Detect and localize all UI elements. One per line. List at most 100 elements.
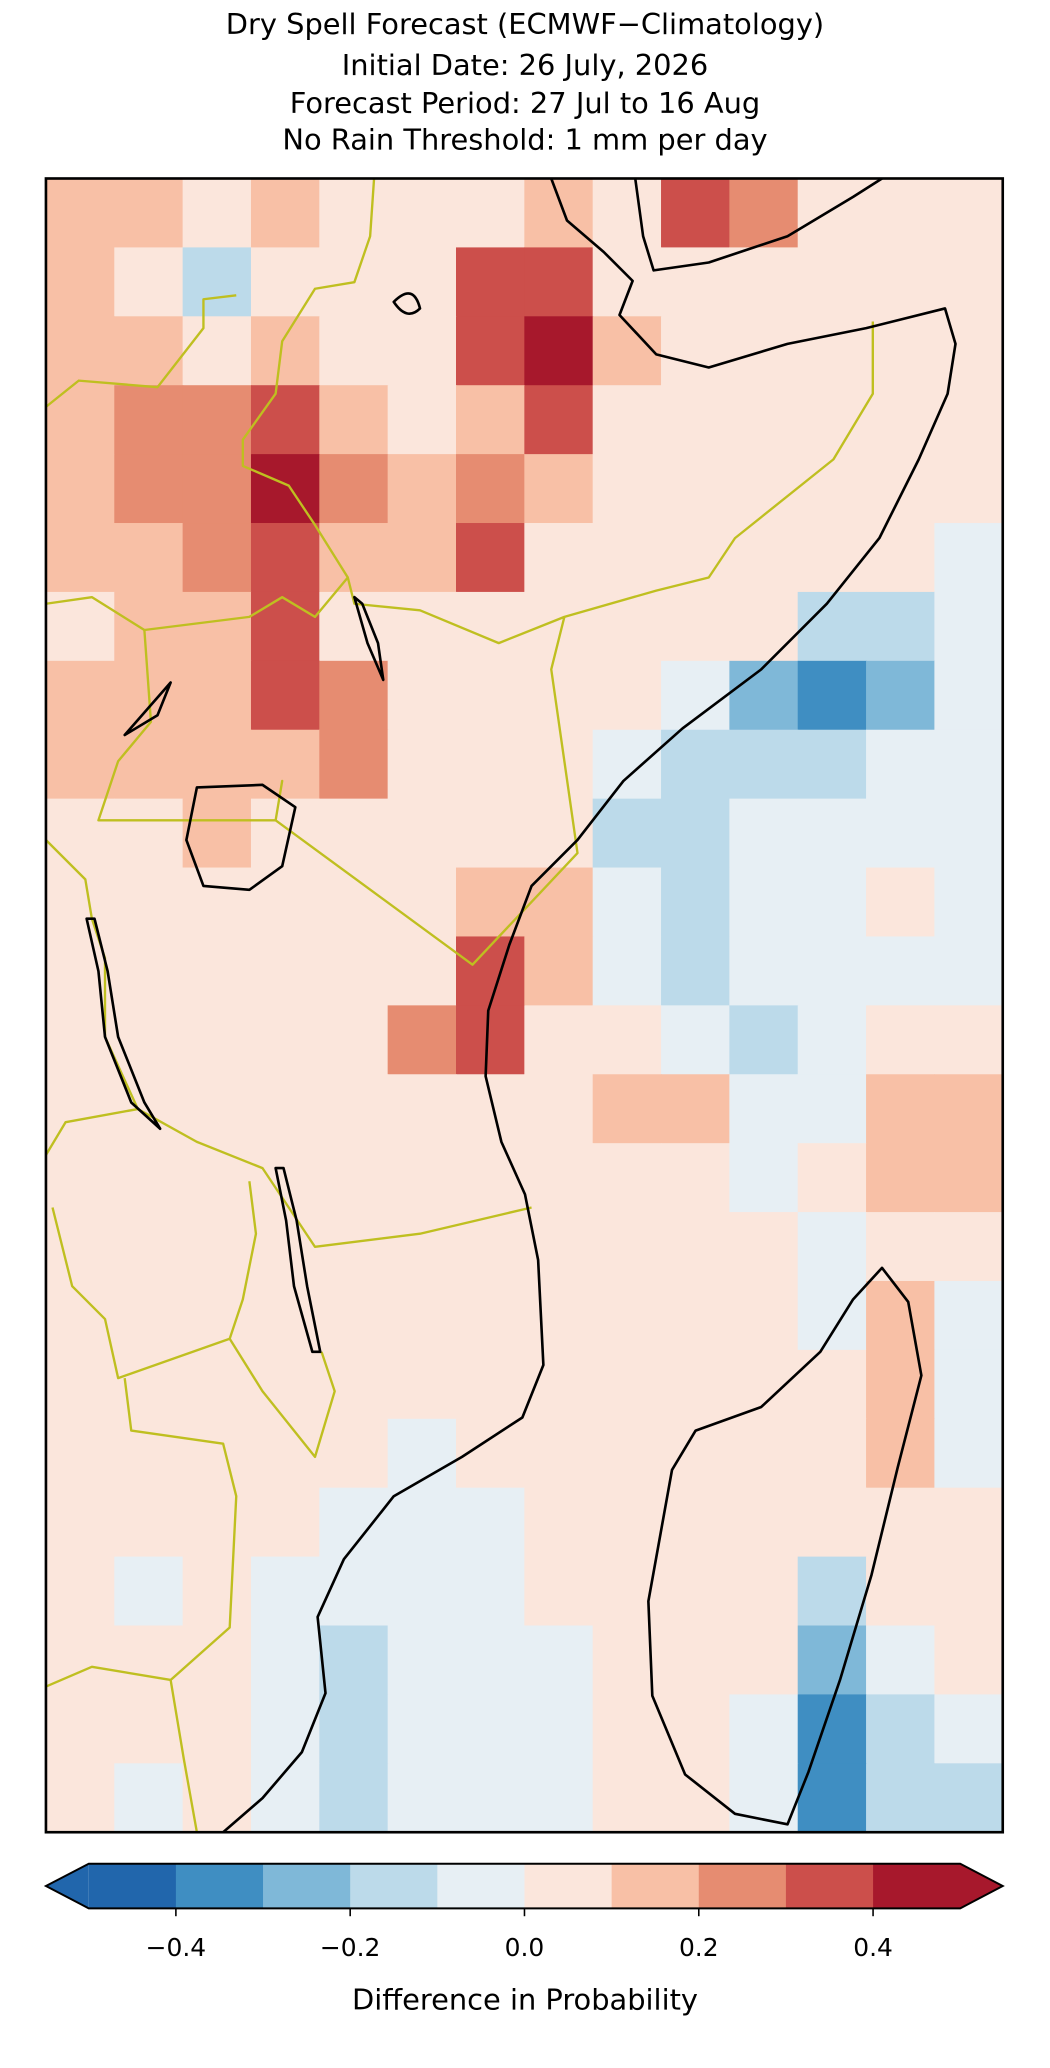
cell: [592, 660, 662, 731]
cell: [592, 1074, 662, 1144]
colorbar-extend: [45, 1863, 89, 1909]
cell: [934, 178, 1003, 249]
cell: [182, 454, 252, 524]
lake: [123, 292, 422, 737]
cell: [524, 523, 594, 593]
cell: [114, 523, 184, 593]
cell: [250, 1074, 320, 1144]
cell: [456, 1487, 525, 1558]
cell: [45, 247, 115, 317]
cell: [866, 247, 936, 317]
cell: [250, 729, 320, 800]
cell: [45, 523, 115, 593]
cell: [45, 1074, 115, 1144]
cell: [319, 454, 389, 524]
cell: [319, 523, 389, 593]
cell: [797, 1143, 867, 1213]
cell: [182, 591, 252, 662]
cell: [592, 247, 662, 317]
cell: [45, 178, 115, 249]
lake: [85, 917, 162, 1131]
cell: [524, 1487, 594, 1558]
cell: [114, 1280, 184, 1351]
border: [45, 294, 237, 408]
cell: [729, 1625, 799, 1696]
cell: [182, 867, 252, 938]
colorbar-label: Difference in Probability: [352, 1983, 698, 2017]
cell: [250, 385, 320, 455]
cell: [524, 936, 594, 1007]
cell: [934, 454, 1003, 524]
coastline: [633, 178, 883, 272]
title-line: Forecast Period: 27 Jul to 16 Aug: [290, 86, 760, 120]
cell: [114, 385, 184, 455]
cell: [661, 178, 731, 249]
cell: [114, 1418, 184, 1489]
cell: [661, 1074, 731, 1144]
cell: [866, 1763, 936, 1833]
cell: [319, 1556, 389, 1627]
cell: [729, 1487, 799, 1558]
cell: [387, 798, 457, 869]
cell: [661, 591, 731, 662]
cell: [387, 867, 457, 938]
cell: [592, 1418, 662, 1489]
lake: [353, 595, 385, 682]
cell: [797, 523, 867, 593]
cell: [729, 660, 799, 731]
cell: [387, 1280, 457, 1351]
cell: [661, 798, 731, 869]
cell: [456, 1763, 525, 1833]
cell: [45, 798, 115, 869]
cell: [319, 729, 389, 800]
cell: [524, 1074, 594, 1144]
cell: [934, 660, 1003, 731]
cell: [387, 1143, 457, 1213]
cell: [934, 867, 1003, 938]
cell: [934, 316, 1003, 386]
cell: [866, 1625, 936, 1696]
cell: [592, 1212, 662, 1282]
title-line: Initial Date: 26 July, 2026: [342, 48, 709, 82]
cell: [592, 1005, 662, 1075]
cell: [114, 1556, 184, 1627]
cell: [387, 523, 457, 593]
cell: [45, 936, 115, 1007]
colorbar-tick-label: −0.2: [320, 1933, 381, 1962]
cell: [250, 316, 320, 386]
cell: [524, 178, 594, 249]
cell: [661, 1763, 731, 1833]
coastline: [647, 1266, 923, 1826]
cell: [250, 1418, 320, 1489]
cell: [797, 1418, 867, 1489]
cell: [250, 178, 320, 249]
cell: [866, 1349, 936, 1420]
cell: [182, 1694, 252, 1764]
cell: [934, 1005, 1003, 1075]
cell: [524, 1625, 594, 1696]
cell: [729, 1212, 799, 1282]
cell: [866, 591, 936, 662]
cell: [45, 1349, 115, 1420]
cell: [250, 454, 320, 524]
cell: [661, 1556, 731, 1627]
cell: [182, 1763, 252, 1833]
cell: [661, 454, 731, 524]
cell: [182, 1487, 252, 1558]
cell: [45, 867, 115, 938]
cell: [797, 316, 867, 386]
cell: [797, 1556, 867, 1627]
colorbar-segment: [611, 1863, 700, 1909]
cell: [592, 798, 662, 869]
cell: [934, 1625, 1003, 1696]
cell: [729, 729, 799, 800]
cell: [934, 1212, 1003, 1282]
cell: [182, 178, 252, 249]
cell: [729, 1556, 799, 1627]
cell: [182, 1418, 252, 1489]
cell: [456, 1280, 525, 1351]
cell: [797, 591, 867, 662]
cell: [797, 867, 867, 938]
cell: [661, 1625, 731, 1696]
